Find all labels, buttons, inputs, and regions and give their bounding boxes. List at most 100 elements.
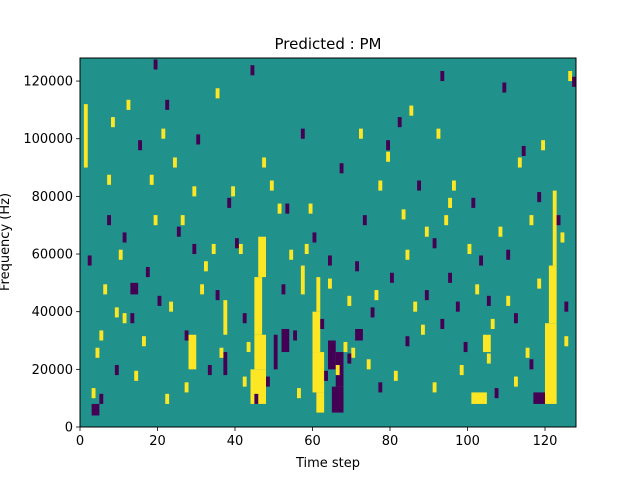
heatmap-low-cell (107, 215, 112, 226)
heatmap-high-region (483, 334, 491, 353)
heatmap-low-cell (471, 197, 476, 208)
heatmap-low-cell (339, 163, 344, 174)
heatmap-high-cell (459, 365, 464, 376)
heatmap-low-cell (486, 295, 491, 306)
heatmap-low-cell (122, 232, 127, 243)
heatmap-low-cell (386, 140, 391, 151)
heatmap-high-cell (525, 347, 530, 358)
heatmap-high-cell (211, 243, 216, 255)
heatmap-high-cell (328, 278, 332, 289)
x-tick-label: 20 (149, 434, 166, 449)
heatmap-high-region (254, 277, 263, 335)
heatmap-high-cell (452, 180, 456, 191)
heatmap-high-cell (142, 336, 146, 347)
heatmap-high-cell (475, 284, 480, 295)
y-tick-label: 40000 (32, 305, 73, 320)
heatmap-high-cell (359, 128, 363, 139)
heatmap-low-region (533, 392, 546, 404)
heatmap-high-cell (114, 307, 119, 318)
heatmap-high-cell (393, 370, 398, 381)
heatmap-low-cell (130, 313, 135, 324)
heatmap-low-region (281, 328, 290, 353)
heatmap-high-cell (374, 290, 379, 301)
heatmap-high-cell (277, 203, 282, 214)
heatmap-high-region (83, 104, 88, 168)
heatmap-high-cell (467, 243, 472, 255)
heatmap-low-cell (184, 330, 189, 341)
heatmap-low-cell (506, 249, 511, 260)
heatmap-high-cell (448, 197, 453, 208)
heatmap-high-cell (126, 99, 131, 110)
heatmap-low-cell (320, 318, 325, 329)
heatmap-low-cell (328, 255, 332, 266)
heatmap-low-cell (114, 365, 119, 376)
heatmap-high-cell (490, 318, 495, 329)
heatmap-high-cell (242, 376, 247, 387)
y-tick-label: 60000 (32, 248, 73, 263)
heatmap-high-cell (568, 70, 573, 82)
heatmap-high-region (548, 265, 557, 324)
heatmap-high-cell (297, 388, 301, 399)
heatmap-high-region (254, 334, 267, 370)
heatmap-low-cell (479, 255, 484, 266)
heatmap-high-cell (506, 295, 511, 306)
heatmap-high-cell (436, 128, 441, 139)
heatmap-high-cell (111, 117, 115, 128)
heatmap-low-cell (564, 301, 569, 312)
heatmap-high-region (188, 334, 197, 370)
y-tick-label: 20000 (32, 363, 73, 378)
heatmap-high-cell (219, 347, 224, 358)
heatmap-high-cell (304, 243, 309, 255)
heatmap-low-cell (145, 267, 150, 278)
heatmap-high-region (545, 323, 557, 404)
heatmap-high-cell (134, 370, 139, 381)
heatmap-high-cell (424, 226, 429, 237)
heatmap-low-region (130, 282, 139, 295)
heatmap-low-cell (312, 232, 317, 243)
heatmap-low-cell (502, 82, 507, 93)
heatmap-low-cell (324, 370, 329, 381)
heatmap-high-cell (91, 388, 96, 399)
heatmap-low-cell (405, 336, 410, 347)
heatmap-high-cell (486, 353, 491, 364)
heatmap-high-cell (262, 157, 267, 168)
heatmap-high-cell (161, 128, 166, 139)
heatmap-low-cell (397, 117, 402, 128)
heatmap-high-cell (107, 174, 112, 185)
heatmap-high-region (300, 265, 305, 295)
heatmap-low-cell (157, 295, 162, 306)
x-tick-label: 100 (455, 434, 480, 449)
heatmap-high-region (316, 277, 321, 312)
x-tick-label: 40 (227, 434, 244, 449)
heatmap-low-region (91, 403, 100, 416)
heatmap-high-cell (351, 347, 356, 358)
heatmap-high-cell (238, 243, 243, 255)
heatmap-low-region (331, 386, 344, 413)
heatmap-low-cell (153, 59, 158, 70)
heatmap-high-cell (409, 105, 414, 116)
heatmap-high-region (250, 369, 266, 404)
heatmap-high-region (312, 311, 321, 353)
y-axis: 0 20000 40000 60000 80000 100000 120000 (23, 75, 80, 436)
heatmap-high-cell (347, 295, 352, 306)
heatmap-low-cell (235, 238, 239, 249)
heatmap-low-cell (370, 307, 375, 318)
heatmap-high-cell (289, 249, 294, 260)
heatmap-high-cell (149, 174, 154, 185)
heatmap-high-cell (413, 301, 418, 312)
heatmap-high-region (312, 352, 325, 393)
heatmap-high-cell (514, 376, 518, 387)
heatmap-low-cell (440, 70, 445, 82)
heatmap-low-cell (362, 215, 367, 226)
heatmap-low-cell (99, 393, 104, 404)
x-axis-label: Time step (295, 456, 360, 471)
chart-title: Predicted : PM (275, 35, 382, 53)
heatmap-high-cell (184, 382, 189, 393)
heatmap-high-cell (122, 313, 127, 324)
heatmap-low-cell (448, 272, 453, 283)
heatmap-low-cell (138, 140, 143, 151)
heatmap-low-cell (521, 145, 526, 157)
heatmap-low-region (223, 352, 228, 376)
heatmap-low-cell (215, 290, 220, 301)
